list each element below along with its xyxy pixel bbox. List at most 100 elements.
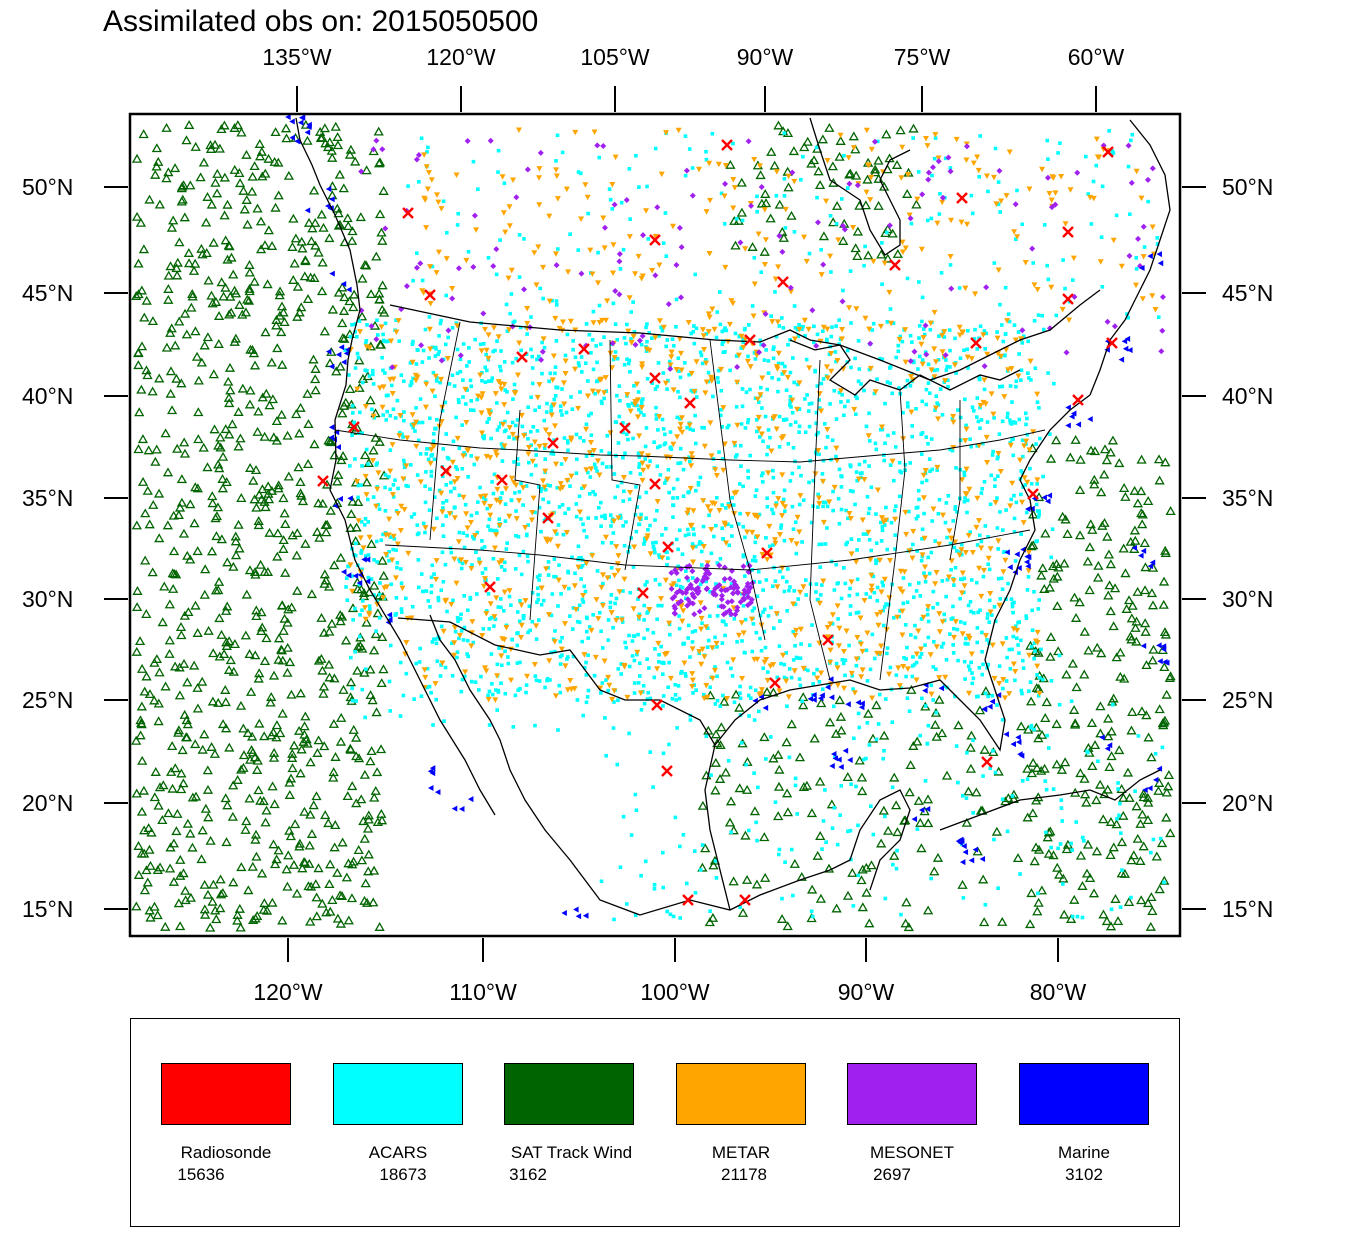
metar-marker: [363, 492, 370, 498]
sat-track-wind-marker: [1042, 832, 1053, 842]
acars-marker: [958, 577, 963, 581]
metar-marker: [702, 390, 709, 396]
acars-marker: [777, 644, 782, 648]
acars-marker: [720, 425, 724, 429]
sat-track-wind-marker: [351, 522, 362, 532]
sat-track-wind-marker: [139, 686, 150, 696]
acars-marker: [394, 612, 399, 616]
metar-marker: [515, 498, 522, 504]
acars-marker: [464, 402, 468, 406]
acars-marker: [966, 603, 971, 608]
sat-track-wind-marker: [1065, 914, 1077, 923]
acars-marker: [615, 337, 620, 342]
metar-marker: [689, 545, 696, 551]
acars-marker: [693, 272, 698, 277]
acars-marker: [521, 503, 525, 507]
sat-track-wind-marker: [181, 715, 192, 725]
acars-marker: [519, 572, 524, 577]
acars-marker: [574, 514, 579, 519]
acars-marker: [455, 655, 459, 660]
metar-marker: [962, 285, 969, 292]
acars-marker: [840, 474, 844, 479]
acars-marker: [621, 247, 626, 252]
sat-track-wind-marker: [1154, 475, 1165, 485]
metar-marker: [646, 606, 653, 613]
acars-marker: [482, 436, 486, 441]
sat-track-wind-marker: [292, 585, 303, 595]
acars-marker: [986, 694, 990, 699]
acars-marker: [529, 429, 533, 434]
acars-marker: [747, 828, 751, 833]
acars-marker: [708, 909, 712, 913]
acars-marker: [639, 401, 644, 405]
acars-marker: [812, 324, 816, 329]
acars-marker: [741, 554, 746, 559]
metar-marker: [713, 640, 720, 647]
metar-marker: [536, 443, 543, 450]
acars-marker: [505, 329, 510, 334]
sat-track-wind-marker: [1095, 701, 1106, 711]
metar-marker: [868, 587, 875, 594]
acars-marker: [754, 820, 758, 825]
metar-marker: [956, 552, 963, 558]
acars-marker: [664, 478, 668, 483]
acars-marker: [948, 541, 953, 546]
acars-marker: [788, 479, 793, 483]
acars-marker: [381, 338, 386, 343]
acars-marker: [366, 520, 371, 524]
acars-marker: [729, 666, 733, 671]
metar-marker: [919, 552, 926, 558]
metar-marker: [886, 289, 893, 296]
metar-marker: [499, 174, 506, 180]
acars-marker: [346, 564, 350, 569]
metar-marker: [867, 197, 874, 203]
acars-marker: [663, 211, 668, 215]
acars-marker: [761, 588, 765, 592]
acars-marker: [1016, 620, 1020, 625]
acars-marker: [931, 605, 935, 610]
acars-marker: [434, 426, 438, 431]
sat-track-wind-marker: [162, 467, 174, 477]
acars-marker: [904, 674, 908, 679]
acars-marker: [386, 393, 390, 398]
acars-marker: [622, 336, 627, 340]
sat-track-wind-marker: [1026, 541, 1037, 551]
acars-marker: [981, 774, 985, 778]
metar-marker: [660, 324, 667, 331]
metar-marker: [449, 459, 456, 466]
acars-marker: [905, 645, 909, 650]
sat-track-wind-marker: [241, 195, 252, 204]
metar-marker: [705, 311, 712, 317]
metar-marker: [966, 486, 973, 493]
sat-track-wind-marker: [252, 426, 263, 436]
metar-marker: [785, 694, 792, 700]
acars-marker: [635, 403, 639, 408]
sat-track-wind-marker: [368, 645, 380, 655]
acars-marker: [816, 430, 821, 435]
acars-marker: [867, 411, 871, 416]
acars-marker: [540, 486, 544, 491]
metar-marker: [848, 579, 855, 585]
sat-track-wind-marker: [835, 135, 846, 145]
acars-marker: [792, 589, 797, 593]
acars-marker: [595, 469, 599, 473]
acars-marker: [751, 622, 756, 626]
sat-track-wind-marker: [1096, 487, 1107, 497]
sat-track-wind-marker: [300, 711, 311, 721]
acars-marker: [457, 557, 462, 562]
acars-marker: [478, 342, 483, 347]
sat-track-wind-marker: [254, 151, 266, 161]
acars-marker: [885, 651, 889, 656]
acars-marker: [943, 156, 948, 161]
sat-track-wind-marker: [355, 640, 366, 650]
acars-marker: [456, 619, 460, 624]
sat-track-wind-marker: [154, 667, 165, 677]
acars-marker: [925, 607, 930, 612]
metar-marker: [725, 338, 732, 345]
metar-marker: [595, 616, 602, 622]
acars-marker: [970, 681, 975, 686]
acars-marker: [804, 593, 808, 597]
acars-marker: [581, 713, 586, 718]
acars-marker: [680, 552, 685, 557]
acars-marker: [667, 359, 672, 364]
